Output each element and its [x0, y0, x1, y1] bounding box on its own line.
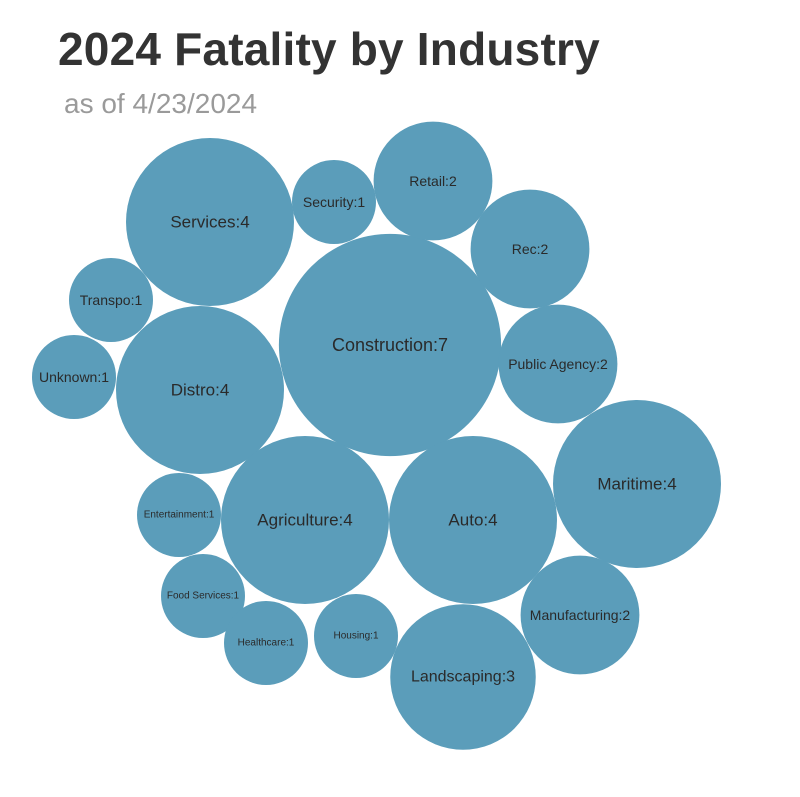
bubble-circle-entertainment[interactable] [137, 473, 221, 557]
chart-title: 2024 Fatality by Industry [58, 23, 600, 75]
bubble-entertainment[interactable]: Entertainment:1 [137, 473, 221, 557]
bubble-circle-manufacturing[interactable] [520, 555, 640, 675]
bubble-public-agency[interactable]: Public Agency:2 [498, 304, 618, 424]
bubble-circle-security[interactable] [292, 160, 376, 244]
bubble-label-auto: Auto:4 [448, 511, 497, 530]
bubble-circle-maritime[interactable] [553, 400, 721, 568]
bubble-label-public-agency: Public Agency:2 [508, 356, 608, 372]
bubble-unknown[interactable]: Unknown:1 [32, 335, 116, 419]
bubble-label-transpo: Transpo:1 [80, 292, 143, 308]
bubble-auto[interactable]: Auto:4 [389, 436, 557, 604]
bubble-distro[interactable]: Distro:4 [116, 306, 284, 474]
bubble-circle-landscaping[interactable] [390, 604, 536, 750]
bubble-label-manufacturing: Manufacturing:2 [530, 607, 631, 623]
bubble-label-unknown: Unknown:1 [39, 369, 109, 385]
bubble-rec[interactable]: Rec:2 [470, 189, 590, 309]
bubble-label-healthcare: Healthcare:1 [238, 638, 295, 649]
bubble-food-services[interactable]: Food Services:1 [161, 554, 245, 638]
bubble-label-maritime: Maritime:4 [597, 475, 676, 494]
bubble-security[interactable]: Security:1 [292, 160, 376, 244]
bubble-housing[interactable]: Housing:1 [314, 594, 398, 678]
bubble-circle-transpo[interactable] [69, 258, 153, 342]
bubble-label-entertainment: Entertainment:1 [144, 510, 215, 521]
bubble-construction[interactable]: Construction:7 [278, 233, 502, 457]
bubble-label-security: Security:1 [303, 194, 365, 210]
bubble-label-landscaping: Landscaping:3 [411, 669, 515, 686]
bubble-label-distro: Distro:4 [171, 381, 230, 400]
bubble-transpo[interactable]: Transpo:1 [69, 258, 153, 342]
bubble-circle-auto[interactable] [389, 436, 557, 604]
bubble-retail[interactable]: Retail:2 [373, 121, 493, 241]
bubble-landscaping[interactable]: Landscaping:3 [390, 604, 536, 750]
bubble-label-retail: Retail:2 [409, 173, 457, 189]
bubble-manufacturing[interactable]: Manufacturing:2 [520, 555, 640, 675]
bubble-circle-agriculture[interactable] [221, 436, 389, 604]
bubble-healthcare[interactable]: Healthcare:1 [224, 601, 308, 685]
bubble-circle-retail[interactable] [373, 121, 493, 241]
bubble-label-services: Services:4 [170, 213, 249, 232]
bubble-label-food-services: Food Services:1 [167, 591, 240, 602]
bubble-circle-food-services[interactable] [161, 554, 245, 638]
bubble-circle-distro[interactable] [116, 306, 284, 474]
bubble-circle-construction[interactable] [278, 233, 502, 457]
bubble-circle-public-agency[interactable] [498, 304, 618, 424]
bubble-circle-housing[interactable] [314, 594, 398, 678]
bubble-label-housing: Housing:1 [333, 631, 378, 642]
bubble-circle-unknown[interactable] [32, 335, 116, 419]
bubble-agriculture[interactable]: Agriculture:4 [221, 436, 389, 604]
bubble-label-agriculture: Agriculture:4 [257, 511, 352, 530]
bubble-circle-healthcare[interactable] [224, 601, 308, 685]
bubble-circle-rec[interactable] [470, 189, 590, 309]
bubble-services[interactable]: Services:4 [126, 138, 294, 306]
bubble-label-rec: Rec:2 [512, 241, 549, 257]
bubble-circle-services[interactable] [126, 138, 294, 306]
chart-subtitle: as of 4/23/2024 [64, 88, 258, 119]
bubble-maritime[interactable]: Maritime:4 [553, 400, 721, 568]
bubble-label-construction: Construction:7 [332, 335, 448, 355]
